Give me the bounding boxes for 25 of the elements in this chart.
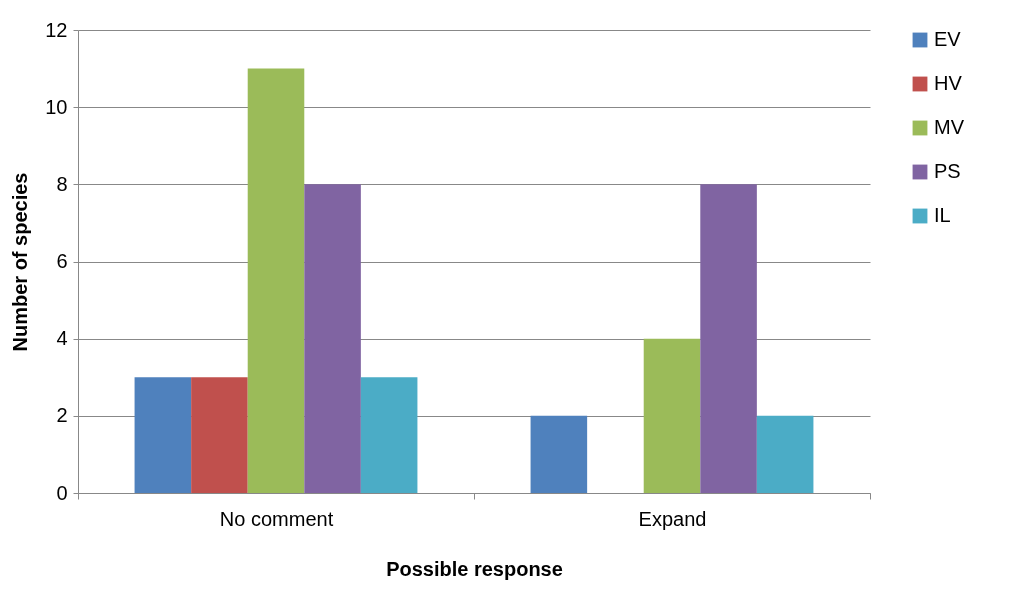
bar [247,68,305,493]
bar [360,377,418,493]
legend-label: MV [934,116,965,138]
bar [643,338,701,493]
x-tick-label: Expand [638,507,707,530]
bar [191,377,248,493]
y-tick-label: 2 [56,404,68,427]
legend-label: IL [934,204,951,226]
y-axis-title: Number of species [9,172,32,352]
legend-label: EV [934,28,962,50]
bar [700,184,757,493]
y-tick-label: 4 [56,327,68,350]
bar [756,415,814,493]
legend-label: HV [934,72,963,94]
x-axis-title: Possible response [386,557,563,580]
y-tick-label: 10 [45,95,68,118]
y-tick-label: 8 [56,172,68,195]
bar [134,377,192,493]
legend-label: PS [934,160,961,182]
y-tick-label: 6 [56,250,68,272]
x-tick-label: No comment [219,507,334,530]
y-tick-label: 12 [45,18,68,41]
bar [530,415,588,493]
bar [304,184,361,493]
y-tick-label: 0 [56,481,68,504]
